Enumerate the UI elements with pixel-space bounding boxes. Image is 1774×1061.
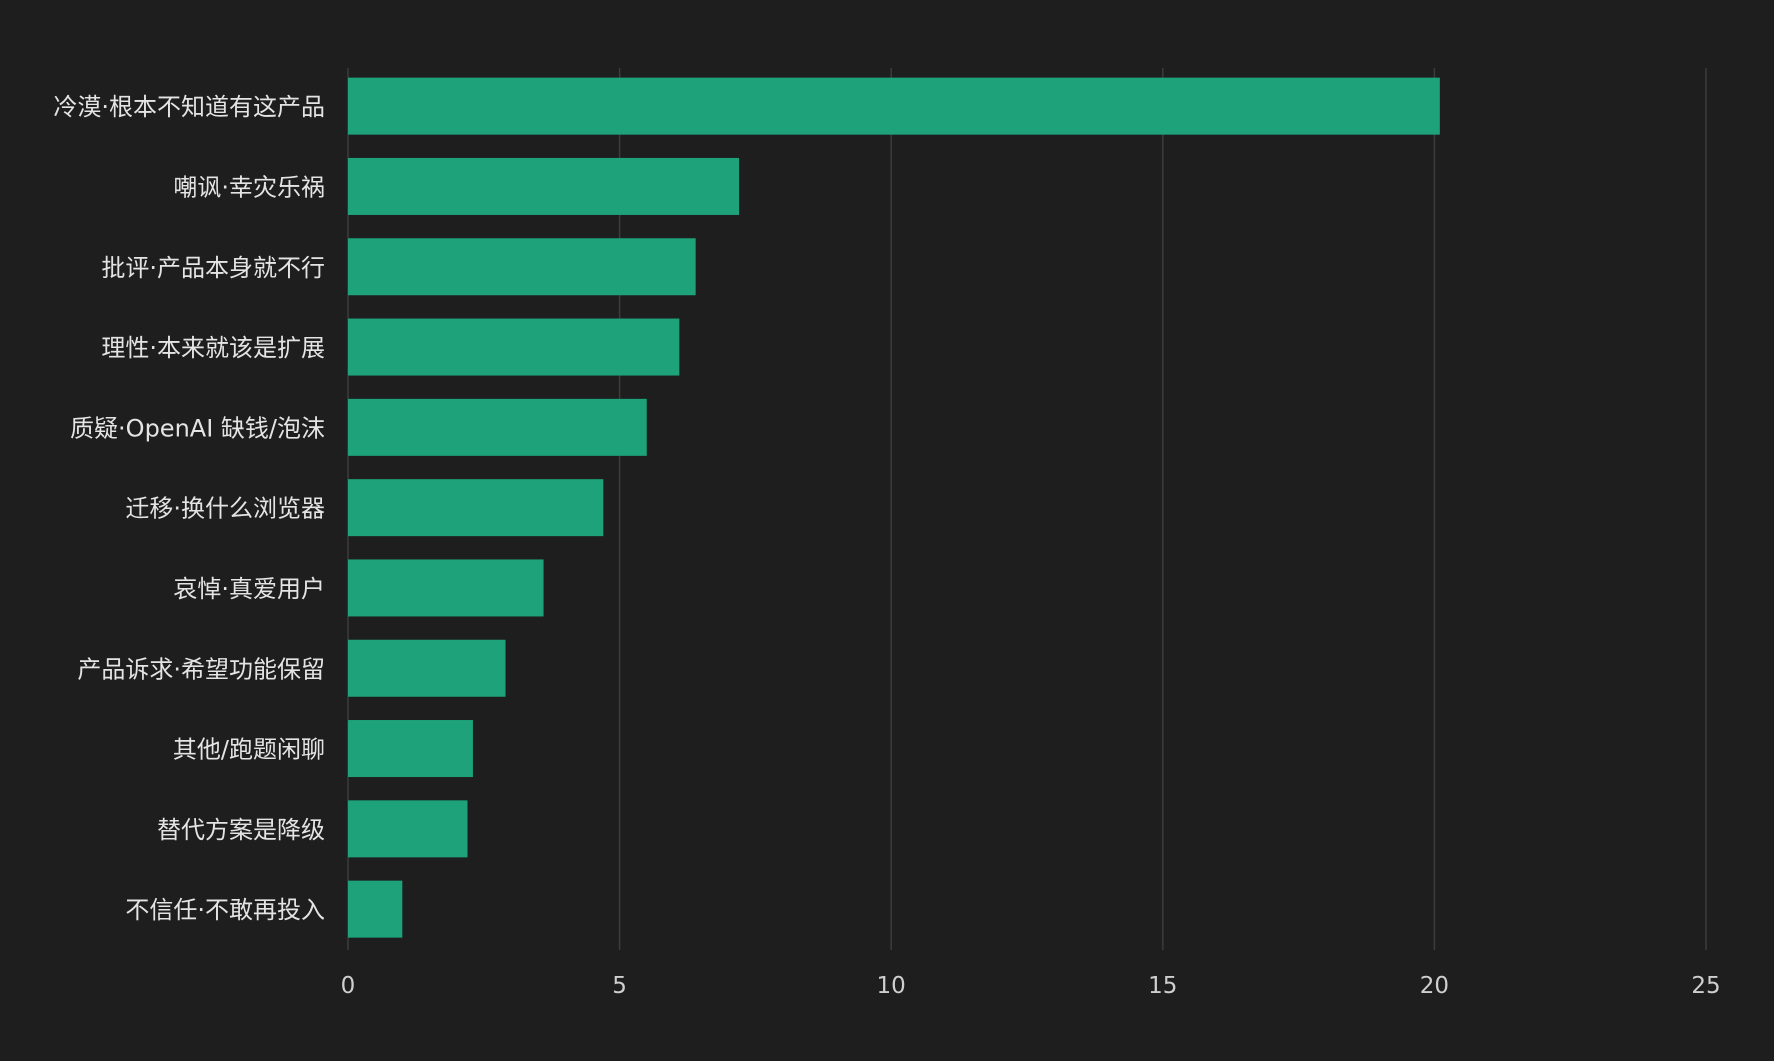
category-label-10: 替代方案是降级 [157, 816, 325, 844]
category-label-2: 嘲讽·幸灾乐祸 [173, 173, 325, 201]
category-label-7: 哀悼·真爱用户 [173, 575, 325, 603]
bar-6[interactable] [348, 479, 604, 537]
category-label-9: 其他/跑题闲聊 [173, 736, 325, 764]
x-tick-label-25: 25 [1691, 973, 1720, 999]
category-labels: 冷漠·根本不知道有这产品嘲讽·幸灾乐祸批评·产品本身就不行理性·本来就该是扩展质… [53, 93, 325, 924]
bar-1[interactable] [348, 77, 1440, 135]
category-label-5: 质疑·OpenAI 缺钱/泡沫 [70, 414, 325, 442]
bar-11[interactable] [348, 880, 403, 938]
x-tick-label-0: 0 [341, 973, 356, 999]
x-tick-label-10: 10 [877, 973, 906, 999]
x-axis-tick-labels: 0 5 10 15 20 25 [341, 973, 1721, 999]
bar-9[interactable] [348, 720, 473, 778]
bar-4[interactable] [348, 318, 680, 376]
bars [348, 77, 1440, 938]
x-tick-label-20: 20 [1420, 973, 1449, 999]
category-label-11: 不信任·不敢再投入 [125, 896, 325, 924]
category-label-6: 迁移·换什么浏览器 [125, 495, 325, 523]
category-label-3: 批评·产品本身就不行 [101, 254, 325, 282]
bar-7[interactable] [348, 559, 544, 617]
category-label-4: 理性·本来就该是扩展 [101, 334, 325, 362]
bar-5[interactable] [348, 398, 647, 456]
category-label-1: 冷漠·根本不知道有这产品 [53, 93, 325, 121]
category-label-8: 产品诉求·希望功能保留 [77, 655, 325, 683]
bar-2[interactable] [348, 157, 740, 215]
bar-3[interactable] [348, 238, 696, 296]
bar-8[interactable] [348, 639, 506, 697]
x-tick-label-15: 15 [1148, 973, 1177, 999]
bar-10[interactable] [348, 800, 468, 858]
grid-lines [347, 68, 1707, 950]
x-tick-label-5: 5 [612, 973, 627, 999]
